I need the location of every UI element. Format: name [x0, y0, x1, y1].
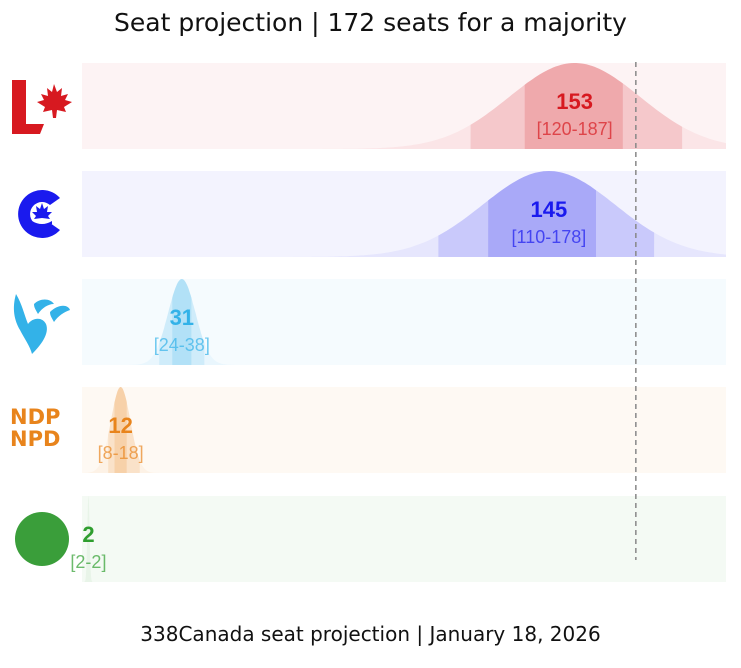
value-label-green: 2	[82, 522, 94, 547]
range-inner-liberal	[524, 63, 623, 149]
row-conservative: 145 [110-178]	[82, 171, 726, 257]
row-bloc: 31 [24-38]	[82, 279, 726, 365]
range-outer-ndp	[108, 387, 140, 473]
range-outer-conservative	[438, 171, 655, 257]
row-background-ndp	[82, 387, 726, 473]
row-background-green	[82, 496, 726, 582]
range-label-liberal: [120-187]	[537, 119, 613, 139]
value-label-liberal: 153	[556, 89, 593, 114]
conservative-logo	[18, 190, 60, 238]
range-label-ndp: [8-18]	[98, 443, 144, 463]
value-label-conservative: 145	[531, 197, 568, 222]
row-background-liberal	[82, 63, 726, 149]
ndp-logo-line2: NPD	[10, 427, 61, 451]
range-inner-conservative	[488, 171, 597, 257]
value-label-bloc: 31	[170, 305, 194, 330]
row-green: 2 [2-2]	[70, 496, 726, 582]
value-label-ndp: 12	[108, 413, 132, 438]
range-outer-bloc	[159, 279, 205, 365]
distribution-tail-liberal	[313, 63, 726, 149]
bloc-logo	[13, 294, 70, 354]
row-liberal: 153 [120-187]	[82, 63, 726, 149]
row-background-bloc	[82, 279, 726, 365]
chart-title: Seat projection | 172 seats for a majori…	[114, 8, 627, 37]
range-inner-bloc	[172, 279, 192, 365]
chart-footer: 338Canada seat projection | January 18, …	[140, 622, 601, 646]
distribution-tail-ndp	[82, 387, 160, 473]
distribution-tail-green	[83, 496, 93, 582]
liberal-logo	[12, 80, 72, 134]
distribution-tail-bloc	[127, 279, 237, 365]
range-label-green: [2-2]	[70, 552, 106, 572]
green-logo	[15, 512, 69, 566]
row-background-conservative	[82, 171, 726, 257]
range-label-bloc: [24-38]	[154, 335, 210, 355]
range-label-conservative: [110-178]	[512, 227, 587, 247]
distribution-tail-conservative	[283, 171, 726, 257]
range-inner-ndp	[114, 387, 127, 473]
row-ndp: 12 [8-18]	[82, 387, 726, 473]
ndp-logo: NDP NPD	[10, 406, 74, 450]
ndp-logo-line1: NDP	[10, 405, 61, 429]
range-outer-liberal	[470, 63, 683, 149]
